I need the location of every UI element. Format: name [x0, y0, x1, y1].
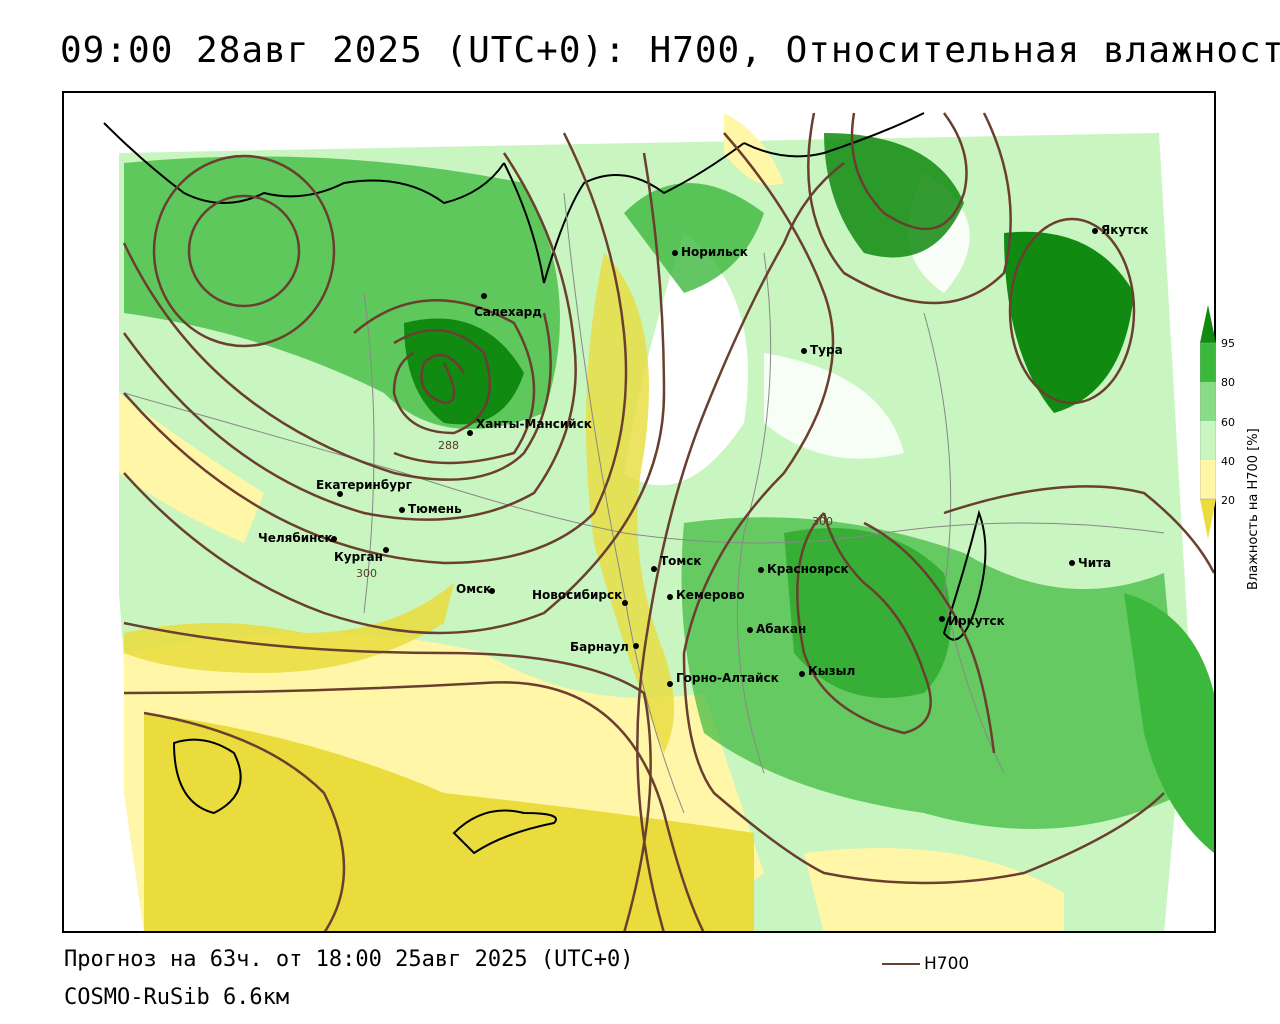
- humidity-field-green: [681, 517, 1184, 829]
- humidity-field-green: [824, 133, 964, 258]
- city-norilsk: Норильск: [681, 245, 748, 259]
- humidity-field-green: [624, 183, 764, 293]
- city-yakutsk: Якутск: [1101, 223, 1148, 237]
- humidity-field-yellow: [586, 253, 674, 753]
- humidity-field-white: [624, 233, 748, 486]
- humidity-field-dark-yellow: [144, 713, 754, 931]
- region-borders: [123, 192, 1165, 814]
- city-krasnoyarsk: Красноярск: [767, 562, 849, 576]
- city-tyumen: Тюмень: [408, 502, 462, 516]
- contour-label: 288: [438, 439, 459, 452]
- map-canvas: 288 300 300 Норильск Салехард Якутск Тур…: [103, 112, 1214, 931]
- city-kurgan: Курган: [334, 550, 383, 564]
- humidity-field-yellow: [724, 113, 784, 185]
- map-area[interactable]: 288 300 300 Норильск Салехард Якутск Тур…: [62, 91, 1216, 933]
- colorbar-tick: 40: [1221, 455, 1235, 468]
- city-markers: Норильск Салехард Якутск Тура Ханты-Манс…: [258, 223, 1148, 687]
- humidity-field-white: [764, 353, 904, 459]
- city-omsk: Омск: [456, 582, 491, 596]
- city-gorno-altaysk: Горно-Алтайск: [676, 671, 779, 685]
- city-tomsk: Томск: [660, 554, 702, 568]
- h700-contours: [122, 112, 1214, 931]
- humidity-field-yellow: [804, 848, 1064, 931]
- model-name: COSMO-RuSib 6.6км: [64, 985, 290, 1010]
- city-novosibirsk: Новосибирск: [532, 588, 622, 602]
- colorbar-tick: 95: [1221, 337, 1235, 350]
- city-barnaul: Барнаул: [570, 640, 629, 654]
- legend-label: H700: [924, 954, 970, 974]
- forecast-info: Прогноз на 63ч. от 18:00 25авг 2025 (UTC…: [64, 947, 634, 972]
- colorbar-tick: 20: [1221, 494, 1235, 507]
- city-khanty-mansiysk: Ханты-Мансийск: [476, 417, 592, 431]
- humidity-field-green: [1124, 593, 1214, 853]
- city-chelyabinsk: Челябинск: [258, 531, 333, 545]
- humidity-field-yellow: [119, 393, 264, 543]
- city-kemerovo: Кемерово: [676, 588, 745, 602]
- humidity-colorbar: [1200, 305, 1216, 539]
- city-chita: Чита: [1078, 556, 1111, 570]
- city-tura: Тура: [810, 343, 843, 357]
- city-ekaterinburg: Екатеринбург: [316, 478, 412, 492]
- colorbar-tick: 80: [1221, 376, 1235, 389]
- city-abakan: Абакан: [756, 622, 806, 636]
- legend-line-swatch: [882, 963, 920, 965]
- legend: H700: [882, 954, 969, 974]
- coastlines: [103, 112, 987, 855]
- map-title: 09:00 28авг 2025 (UTC+0): H700, Относите…: [60, 30, 1280, 71]
- city-kyzyl: Кызыл: [808, 664, 855, 678]
- city-irkutsk: Иркутск: [948, 614, 1005, 628]
- humidity-field-green: [1004, 231, 1134, 413]
- contour-label: 300: [812, 515, 833, 528]
- contour-label: 300: [356, 567, 377, 580]
- colorbar-title: Влажность на H700 [%]: [1246, 428, 1261, 590]
- city-salekhard: Салехард: [474, 305, 542, 319]
- colorbar-tick: 60: [1221, 416, 1235, 429]
